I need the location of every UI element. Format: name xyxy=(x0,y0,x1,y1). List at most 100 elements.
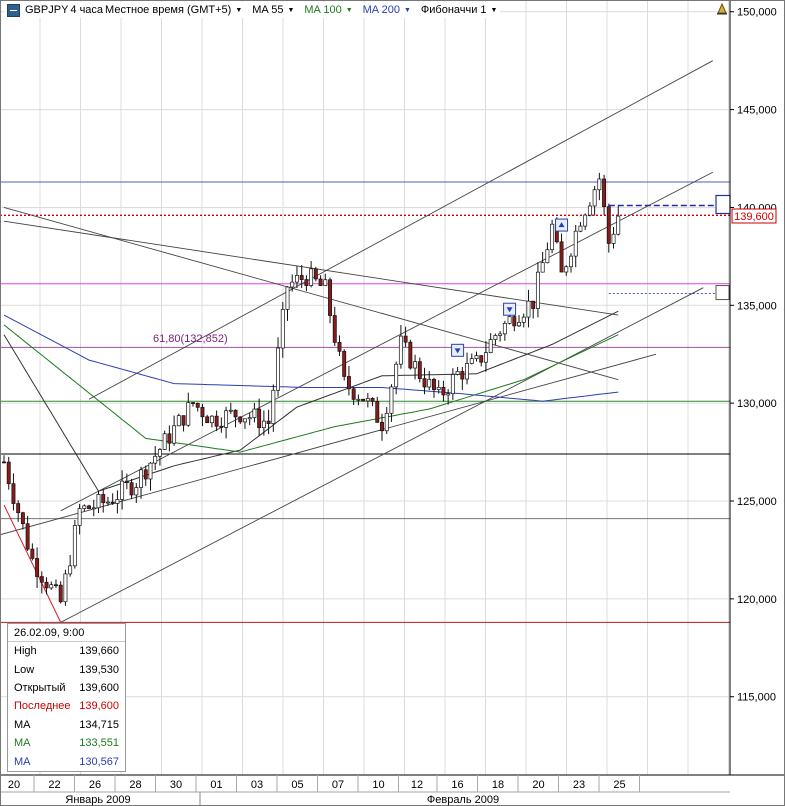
candle-body xyxy=(337,342,342,352)
candle-body xyxy=(502,323,507,335)
x-tick-label: 10 xyxy=(372,779,384,791)
candle-body xyxy=(583,214,588,227)
candle-body xyxy=(521,316,526,323)
candle-body xyxy=(172,425,177,444)
candle-body xyxy=(224,410,229,428)
candle-body xyxy=(597,178,602,191)
ma55-line xyxy=(3,310,619,492)
candle-body xyxy=(143,469,148,480)
candle-body xyxy=(427,378,432,388)
x-tick-label: 22 xyxy=(48,779,60,791)
candle-body xyxy=(120,480,125,500)
last-price-tag: 139,600 xyxy=(734,211,774,223)
trendlines xyxy=(0,60,713,623)
x-tick-label: 18 xyxy=(492,779,504,791)
candle-body xyxy=(493,335,498,340)
timezone-label: Местное время (GMT+5) xyxy=(105,4,232,16)
info-row: Low 139,530 xyxy=(8,660,125,678)
y-tick-label: 145,000 xyxy=(737,105,777,117)
info-row: High 139,660 xyxy=(8,642,125,660)
candle-body xyxy=(271,389,276,424)
instrument-icon xyxy=(7,3,20,17)
candle-body xyxy=(44,581,49,589)
fibonacci-selector[interactable]: Фибоначчи 1 ▼ xyxy=(418,4,501,16)
order-icon[interactable] xyxy=(715,285,730,301)
y-tick-label: 150,000 xyxy=(737,7,777,19)
candle-body xyxy=(559,241,564,273)
fibonacci-tool-label: Фибоначчи 1 xyxy=(420,4,487,16)
info-value: 139,660 xyxy=(79,645,119,658)
candle-body xyxy=(247,417,252,420)
candle-body xyxy=(531,300,536,309)
month-label: Февраль 2009 xyxy=(427,794,499,806)
info-row: Открытый 139,600 xyxy=(8,679,125,697)
candle-body xyxy=(181,415,186,426)
moving-averages xyxy=(3,310,619,492)
candle-body xyxy=(578,225,583,232)
candle-body xyxy=(124,480,129,483)
trendline xyxy=(60,171,713,512)
x-tick-label: 23 xyxy=(573,779,585,791)
candle-body xyxy=(139,469,143,488)
order-icon[interactable] xyxy=(715,194,731,215)
ohlc-info-panel: 26.02.09, 9:00 High 139,660 Low 139,530 Откр… xyxy=(7,623,126,772)
candle-body xyxy=(49,584,54,589)
info-label: MA xyxy=(14,718,31,731)
x-tick-label: 12 xyxy=(411,779,423,791)
candle-body xyxy=(209,415,214,424)
candle-body xyxy=(176,415,181,427)
timeframe-label: 4 часа xyxy=(70,4,104,16)
candle-body xyxy=(295,275,299,283)
x-tick-label: 03 xyxy=(251,779,263,791)
candle-body xyxy=(422,378,427,388)
candle-body xyxy=(474,355,479,359)
symbol-selector[interactable]: GBPJPY 4 часа Местное время (GMT+5) ▼ xyxy=(4,3,245,17)
candle-body xyxy=(370,398,375,402)
candle-body xyxy=(535,271,540,309)
candle-body xyxy=(63,573,68,603)
candle-body xyxy=(545,249,550,264)
trendline xyxy=(0,353,657,536)
candle-body xyxy=(30,548,35,559)
ma200-selector[interactable]: MA 200 ▼ xyxy=(360,4,414,16)
candle-body xyxy=(266,420,271,424)
candle-body xyxy=(526,300,531,318)
info-date: 26.02.09, 9:00 xyxy=(8,624,125,642)
candle-body xyxy=(365,398,370,402)
candle-body xyxy=(304,279,309,286)
candle-body xyxy=(507,316,512,324)
fibonacci-label: 61,80(132,852) xyxy=(153,333,228,345)
info-row: Последнее 139,600 xyxy=(8,697,125,715)
ma100-line xyxy=(3,324,619,453)
x-tick-label: 25 xyxy=(613,779,625,791)
dropdown-arrow-icon: ▼ xyxy=(345,6,353,14)
candle-body xyxy=(602,178,607,208)
candle-body xyxy=(408,341,413,369)
candle-body xyxy=(460,371,465,380)
candle-body xyxy=(261,420,266,428)
candle-body xyxy=(82,505,87,509)
candle-body xyxy=(252,408,257,418)
candle-body xyxy=(58,584,63,603)
candle-body xyxy=(361,398,366,402)
alert-icon[interactable] xyxy=(716,3,728,15)
candle-body xyxy=(313,268,318,280)
info-row: MA 134,715 xyxy=(8,716,125,734)
info-value: 130,567 xyxy=(79,755,119,768)
ma55-selector[interactable]: MA 55 ▼ xyxy=(249,4,297,16)
candle-body xyxy=(257,408,262,428)
x-tick-label: 01 xyxy=(210,779,222,791)
trendline xyxy=(88,60,713,400)
ma100-selector[interactable]: MA 100 ▼ xyxy=(301,4,355,16)
info-row: MA 133,551 xyxy=(8,734,125,752)
candle-body xyxy=(214,415,219,427)
info-label: Последнее xyxy=(14,700,71,713)
x-tick-label: 26 xyxy=(89,779,101,791)
candle-body xyxy=(550,223,555,251)
candle-body xyxy=(389,386,394,414)
arrow-up-icon xyxy=(558,222,565,228)
candle-body xyxy=(446,393,451,396)
candle-body xyxy=(72,525,77,567)
